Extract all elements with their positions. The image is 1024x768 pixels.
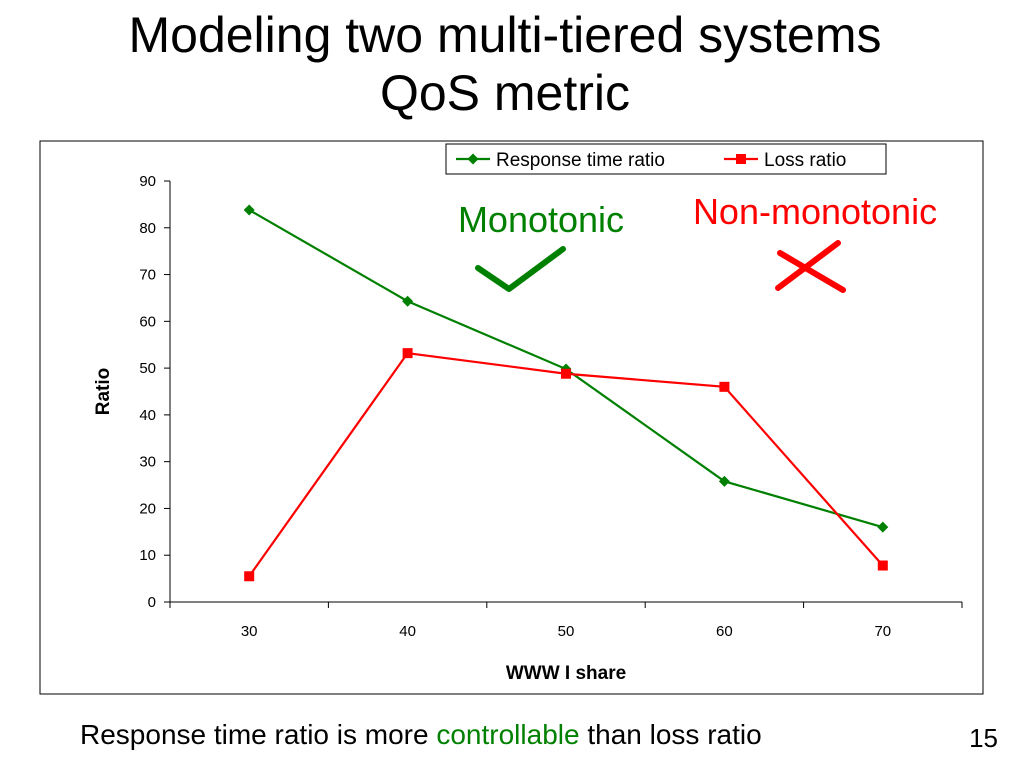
data-point [561,368,571,379]
y-tick-label: 90 [139,173,156,190]
legend-label: Loss ratio [764,150,846,171]
y-axis-title: Ratio [93,368,114,416]
checkmark-icon [475,246,566,292]
y-tick-label: 0 [148,594,156,611]
data-point [719,381,730,392]
data-point [718,475,730,487]
data-point [244,571,255,582]
slide-title-line-1: Modeling two multi-tiered systems [128,7,882,63]
series-1 [244,348,888,582]
data-point [877,560,888,571]
annotation-label: Monotonic [458,199,624,240]
slide-title: Modeling two multi-tiered systems QoS me… [0,6,1010,122]
caption-text-before: Response time ratio is more [80,719,437,750]
y-tick-label: 60 [139,313,156,330]
annotation-1: Non-monotonic [693,191,937,293]
cross-icon [777,250,846,293]
y-tick-label: 80 [139,220,156,237]
x-tick-label: 30 [241,623,258,640]
data-point [402,295,414,307]
x-tick-label: 40 [399,623,416,640]
cross-icon [775,240,841,291]
data-point [243,204,255,216]
slide-caption: Response time ratio is more controllable… [80,718,762,752]
y-tick-label: 30 [139,454,156,471]
legend-entry: Response time ratio [456,150,665,171]
y-tick-label: 50 [139,360,156,377]
x-tick-label: 70 [874,623,891,640]
legend-box [445,143,887,175]
y-tick-label: 10 [139,547,156,564]
y-tick-label: 40 [139,407,156,424]
legend-swatch-marker [736,154,746,164]
annotation-label: Non-monotonic [693,191,937,232]
annotation-0: Monotonic [458,199,624,292]
legend-entry: Loss ratio [724,150,846,171]
data-point [877,521,889,533]
legend-label: Response time ratio [496,150,665,171]
x-axis-title: WWW I share [506,663,626,684]
y-tick-label: 20 [139,500,156,517]
caption-highlight: controllable [436,719,580,750]
slide-title-line-2: QoS metric [379,65,631,121]
x-tick-label: 60 [716,623,733,640]
caption-text-after: than loss ratio [579,719,762,750]
legend-swatch-marker [467,153,479,165]
page-number: 15 [969,723,998,753]
y-tick-label: 70 [139,267,156,284]
x-tick-label: 50 [558,623,575,640]
data-point [402,348,413,359]
